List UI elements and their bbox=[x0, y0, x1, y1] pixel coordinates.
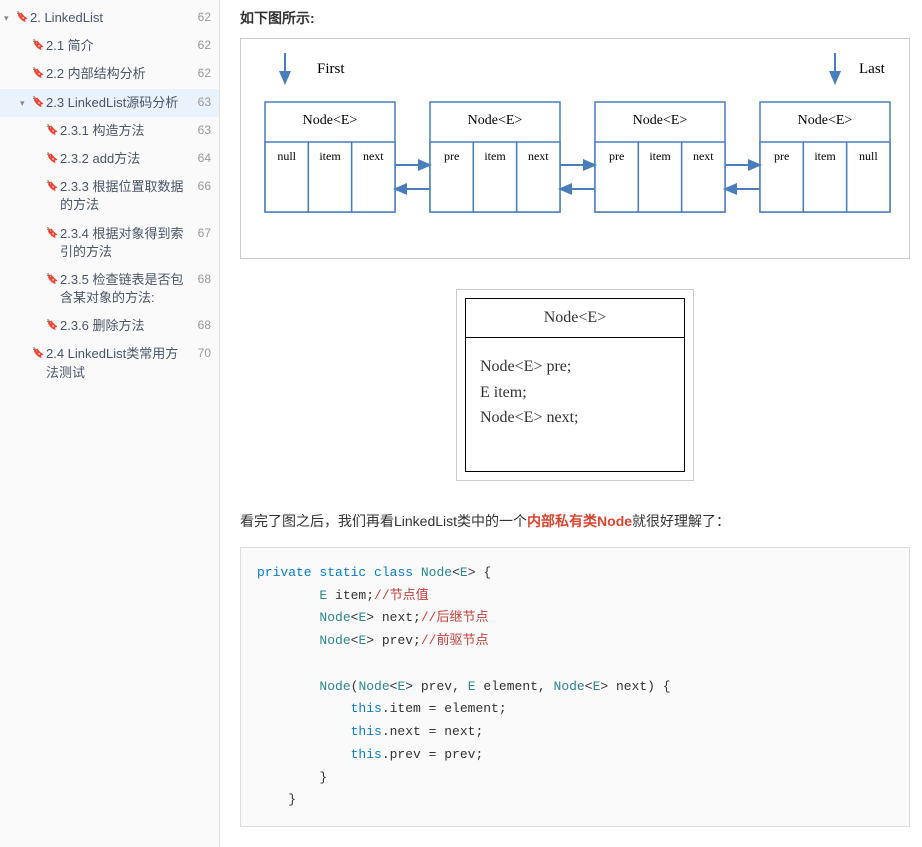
node-field-pre: Node<E> pre; bbox=[480, 354, 670, 380]
svg-text:pre: pre bbox=[774, 149, 789, 163]
svg-text:next: next bbox=[528, 149, 549, 163]
toc-item-2[interactable]: 🔖2.2 内部结构分析62 bbox=[0, 60, 219, 88]
toc-page-number: 62 bbox=[189, 37, 211, 54]
main-content: 如下图所示: First Last Node<E> null item next Nod… bbox=[220, 0, 922, 847]
toc-label: 2.3.2 add方法 bbox=[60, 150, 189, 168]
toc-page-number: 62 bbox=[189, 65, 211, 82]
toc-item-5[interactable]: 🔖2.3.2 add方法64 bbox=[0, 145, 219, 173]
bookmark-icon: 🔖 bbox=[46, 227, 58, 241]
toc-item-8[interactable]: 🔖2.3.5 检查链表是否包含某对象的方法:68 bbox=[0, 266, 219, 312]
toc-page-number: 68 bbox=[189, 271, 211, 288]
toc-label: 2.4 LinkedList类常用方法测试 bbox=[46, 345, 189, 381]
highlight-text: 内部私有类Node bbox=[527, 513, 632, 529]
svg-text:null: null bbox=[277, 149, 296, 163]
node-structure-diagram: Node<E> Node<E> pre; E item; Node<E> nex… bbox=[456, 289, 694, 481]
bookmark-icon: 🔖 bbox=[32, 67, 44, 81]
svg-text:item: item bbox=[649, 149, 671, 163]
toc-item-1[interactable]: 🔖2.1 简介62 bbox=[0, 32, 219, 60]
svg-text:Node<E>: Node<E> bbox=[303, 113, 358, 128]
svg-text:null: null bbox=[859, 149, 878, 163]
toc-label: 2.3 LinkedList源码分析 bbox=[46, 94, 189, 112]
toc-item-10[interactable]: 🔖2.4 LinkedList类常用方法测试70 bbox=[0, 340, 219, 386]
toc-label: 2.3.6 删除方法 bbox=[60, 317, 189, 335]
toc-page-number: 67 bbox=[189, 225, 211, 242]
bookmark-icon: 🔖 bbox=[32, 347, 44, 361]
svg-text:Node<E>: Node<E> bbox=[633, 113, 688, 128]
node-box-title: Node<E> bbox=[466, 299, 684, 338]
svg-text:next: next bbox=[363, 149, 384, 163]
toc-page-number: 63 bbox=[189, 94, 211, 111]
toc-item-3[interactable]: ▾🔖2.3 LinkedList源码分析63 bbox=[0, 89, 219, 117]
toc-label: 2.3.5 检查链表是否包含某对象的方法: bbox=[60, 271, 189, 307]
description-text: 看完了图之后，我们再看LinkedList类中的一个内部私有类Node就很好理解… bbox=[240, 511, 910, 531]
toc-item-6[interactable]: 🔖2.3.3 根据位置取数据的方法66 bbox=[0, 173, 219, 219]
toc-page-number: 62 bbox=[189, 9, 211, 26]
svg-text:item: item bbox=[814, 149, 836, 163]
code-block: private static class Node<E> { E item;//… bbox=[240, 547, 910, 827]
toc-label: 2.3.3 根据位置取数据的方法 bbox=[60, 178, 189, 214]
toc-item-9[interactable]: 🔖2.3.6 删除方法68 bbox=[0, 312, 219, 340]
toc-label: 2.3.4 根据对象得到索引的方法 bbox=[60, 225, 189, 261]
toc-page-number: 63 bbox=[189, 122, 211, 139]
svg-text:pre: pre bbox=[609, 149, 624, 163]
node-field-next: Node<E> next; bbox=[480, 405, 670, 431]
section-heading: 如下图所示: bbox=[240, 8, 910, 28]
bookmark-icon: 🔖 bbox=[32, 96, 44, 110]
toc-item-4[interactable]: 🔖2.3.1 构造方法63 bbox=[0, 117, 219, 145]
svg-text:next: next bbox=[693, 149, 714, 163]
bookmark-icon: 🔖 bbox=[46, 180, 58, 194]
diagram-svg: First Last Node<E> null item next Node<E> pre… bbox=[245, 47, 905, 247]
toc-sidebar: ▾🔖2. LinkedList62🔖2.1 简介62🔖2.2 内部结构分析62▾… bbox=[0, 0, 220, 847]
toc-arrow-icon: ▾ bbox=[20, 97, 32, 110]
bookmark-icon: 🔖 bbox=[46, 319, 58, 333]
toc-item-7[interactable]: 🔖2.3.4 根据对象得到索引的方法67 bbox=[0, 220, 219, 266]
toc-page-number: 70 bbox=[189, 345, 211, 362]
toc-label: 2.3.1 构造方法 bbox=[60, 122, 189, 140]
toc-page-number: 66 bbox=[189, 178, 211, 195]
svg-text:item: item bbox=[319, 149, 341, 163]
bookmark-icon: 🔖 bbox=[46, 152, 58, 166]
toc-item-0[interactable]: ▾🔖2. LinkedList62 bbox=[0, 4, 219, 32]
svg-text:Node<E>: Node<E> bbox=[798, 113, 853, 128]
first-label: First bbox=[317, 61, 345, 77]
svg-text:pre: pre bbox=[444, 149, 459, 163]
toc-page-number: 68 bbox=[189, 317, 211, 334]
last-label: Last bbox=[859, 61, 886, 77]
bookmark-icon: 🔖 bbox=[32, 39, 44, 53]
toc-page-number: 64 bbox=[189, 150, 211, 167]
toc-label: 2. LinkedList bbox=[30, 9, 189, 27]
bookmark-icon: 🔖 bbox=[46, 273, 58, 287]
linkedlist-diagram: First Last Node<E> null item next Node<E> pre… bbox=[240, 38, 910, 259]
toc-label: 2.2 内部结构分析 bbox=[46, 65, 189, 83]
toc-arrow-icon: ▾ bbox=[4, 12, 16, 25]
bookmark-icon: 🔖 bbox=[16, 11, 28, 25]
bookmark-icon: 🔖 bbox=[46, 124, 58, 138]
svg-text:Node<E>: Node<E> bbox=[468, 113, 523, 128]
svg-text:item: item bbox=[484, 149, 506, 163]
node-field-item: E item; bbox=[480, 380, 670, 406]
toc-label: 2.1 简介 bbox=[46, 37, 189, 55]
